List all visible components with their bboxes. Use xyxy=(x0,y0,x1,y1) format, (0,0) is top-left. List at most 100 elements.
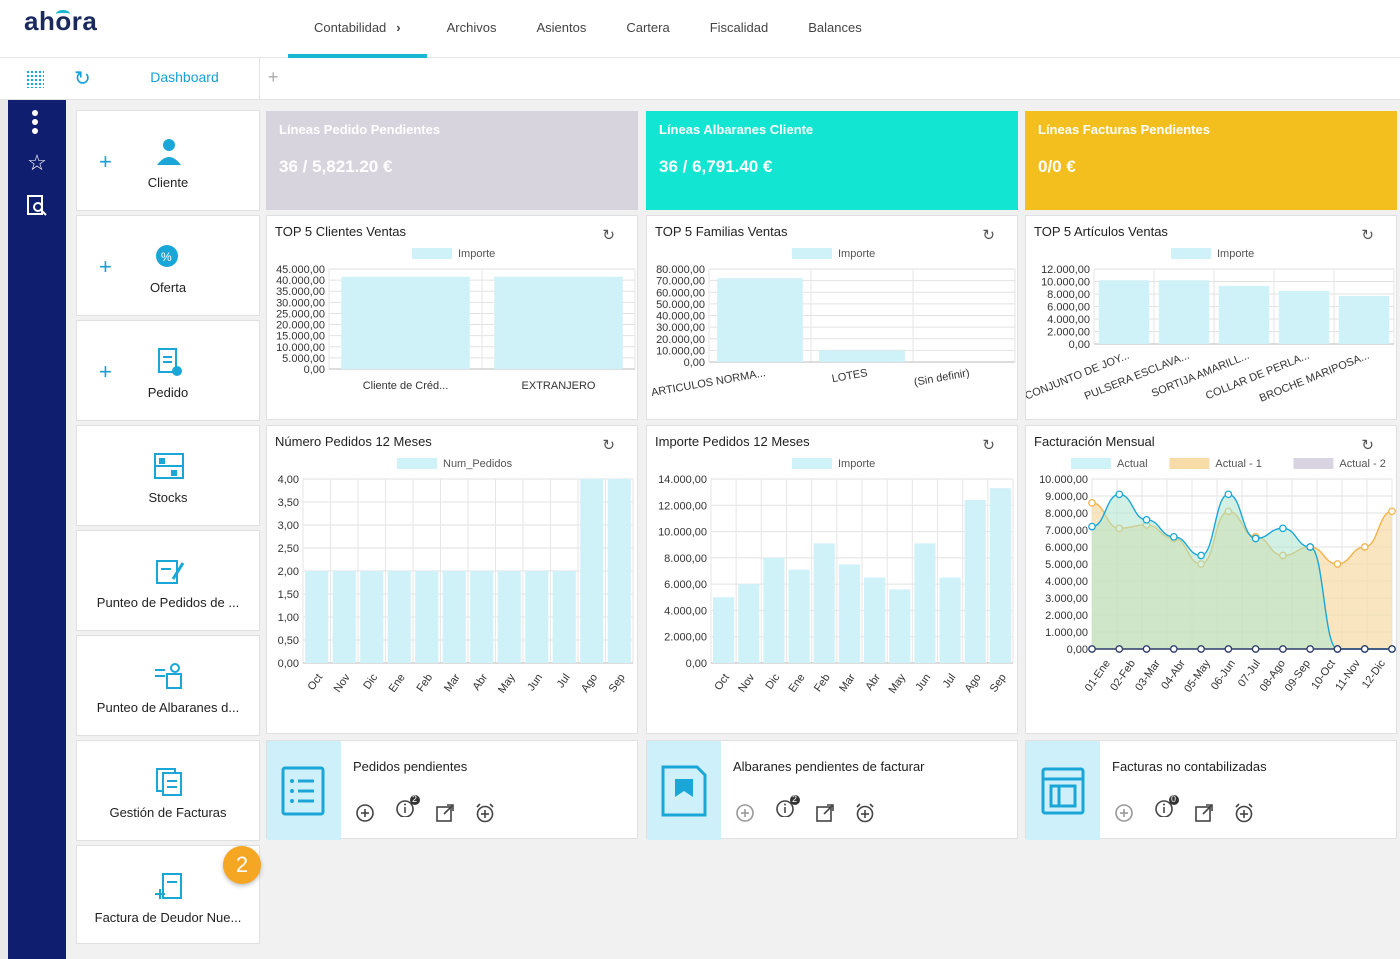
x-tick-label: Oct xyxy=(306,672,326,693)
y-tick-label: 3,50 xyxy=(278,497,299,509)
x-tick-label: 09-Sep xyxy=(1283,658,1313,694)
y-tick-label: 25.000,00 xyxy=(276,308,325,320)
nav-contabilidad[interactable]: Contabilidad › xyxy=(288,0,427,58)
add-icon[interactable]: + xyxy=(99,254,112,279)
bar xyxy=(494,276,623,369)
x-tick-label: (Sin definir) xyxy=(913,367,970,389)
y-tick-label: 45.000,00 xyxy=(276,264,325,276)
tab-dashboard[interactable]: Dashboard xyxy=(110,58,260,100)
y-tick-label: 60.000,00 xyxy=(656,287,705,299)
x-tick-label: LOTES xyxy=(831,367,869,385)
add-tab-button[interactable]: + xyxy=(268,67,279,87)
main-nav: Contabilidad › Archivos Asientos Cartera … xyxy=(288,0,882,58)
x-tick-label: Dic xyxy=(763,671,782,691)
add-circle-icon[interactable] xyxy=(735,803,755,823)
task-title: Pedidos pendientes xyxy=(353,759,468,774)
x-tick-label: 06-Jun xyxy=(1209,658,1238,692)
task-albaranes-pendientes[interactable]: Albaranes pendientes de facturar 2 xyxy=(646,740,1018,840)
add-icon[interactable]: + xyxy=(99,359,112,384)
tile-oferta[interactable]: + % Oferta xyxy=(76,215,260,316)
y-tick-label: 2.000,00 xyxy=(1047,327,1090,339)
kpi-lineas-facturas[interactable]: Líneas Facturas Pendientes 0/0 € xyxy=(1025,111,1397,210)
legend-swatch xyxy=(792,248,832,259)
tabs-bar: ↻ Dashboard + xyxy=(0,58,1400,100)
tile-punteo-pedidos[interactable]: Punteo de Pedidos de ... xyxy=(76,530,260,631)
nav-balances[interactable]: Balances xyxy=(808,20,862,35)
info-icon[interactable]: 2 xyxy=(775,794,800,823)
bar xyxy=(1338,295,1390,344)
more-menu-icon[interactable] xyxy=(32,110,38,137)
info-icon[interactable]: 0 xyxy=(1154,794,1179,823)
open-external-icon[interactable] xyxy=(435,803,455,823)
data-point xyxy=(1306,645,1315,653)
debtor-invoice-icon xyxy=(77,872,259,902)
refresh-icon[interactable]: ↻ xyxy=(602,437,615,454)
nav-asientos[interactable]: Asientos xyxy=(536,20,587,35)
refresh-icon[interactable]: ↻ xyxy=(982,437,995,454)
bar xyxy=(738,584,760,663)
ahora-logo[interactable]: ahora xyxy=(24,6,98,36)
y-tick-label: 8.000,00 xyxy=(1045,508,1088,520)
data-point xyxy=(1279,645,1287,653)
open-external-icon[interactable] xyxy=(815,803,835,823)
search-document-icon[interactable] xyxy=(8,194,66,224)
y-tick-label: 0,00 xyxy=(1067,644,1088,656)
tile-label: Punteo de Pedidos de ... xyxy=(96,595,240,610)
x-tick-label: Feb xyxy=(414,672,435,694)
y-tick-label: 10.000,00 xyxy=(276,342,325,354)
y-tick-label: 0,00 xyxy=(1069,339,1090,351)
kpi-lineas-pedido[interactable]: Líneas Pedido Pendientes 36 / 5,821.20 € xyxy=(266,111,638,210)
x-tick-label: 03-Mar xyxy=(1133,658,1163,694)
nav-archivos[interactable]: Archivos xyxy=(446,20,497,35)
data-point xyxy=(1333,645,1342,653)
tile-cliente[interactable]: + Cliente xyxy=(76,110,260,211)
x-tick-label: Jul xyxy=(941,672,959,690)
info-icon[interactable]: 2 xyxy=(395,794,420,823)
alarm-add-icon[interactable] xyxy=(475,803,495,823)
kpi-title: Líneas Pedido Pendientes xyxy=(279,122,441,137)
data-point xyxy=(1333,560,1342,568)
tile-pedido[interactable]: + Pedido xyxy=(76,320,260,421)
tile-label: Pedido xyxy=(147,385,189,400)
data-point xyxy=(1360,543,1369,551)
legend-label: Importe xyxy=(458,248,495,260)
chart-importe-pedidos: Importe 14.000,00 12.000,00 10.000,00 8.000,… xyxy=(646,425,1018,734)
add-circle-icon[interactable] xyxy=(1114,803,1134,823)
task-title: Albaranes pendientes de facturar xyxy=(733,759,925,774)
bar xyxy=(838,564,860,663)
legend-label: Actual xyxy=(1117,458,1148,470)
star-icon[interactable]: ☆ xyxy=(27,150,47,175)
kpi-value: 0/0 € xyxy=(1038,157,1076,176)
refresh-icon[interactable]: ↻ xyxy=(602,227,615,244)
tile-stocks[interactable]: Stocks xyxy=(76,425,260,526)
nav-fiscalidad[interactable]: Fiscalidad xyxy=(709,20,769,35)
legend-label: Actual - 1 xyxy=(1215,458,1261,470)
client-icon xyxy=(77,137,259,167)
kpi-lineas-albaranes[interactable]: Líneas Albaranes Cliente 36 / 6,791.40 € xyxy=(646,111,1018,210)
data-point xyxy=(1088,498,1096,507)
tile-gestion-facturas[interactable]: Gestión de Facturas xyxy=(76,740,260,841)
add-circle-icon[interactable] xyxy=(355,803,375,823)
data-point xyxy=(1169,645,1178,653)
alarm-add-icon[interactable] xyxy=(855,803,875,823)
tile-punteo-albaranes[interactable]: Punteo de Albaranes d... xyxy=(76,635,260,736)
y-tick-label: 10.000,00 xyxy=(658,527,707,539)
refresh-icon[interactable]: ↻ xyxy=(1361,227,1374,244)
x-tick-label: 11-Nov xyxy=(1333,657,1363,693)
y-tick-label: 8.000,00 xyxy=(1047,289,1090,301)
x-tick-label: Mar xyxy=(442,672,463,695)
refresh-icon[interactable]: ↻ xyxy=(982,227,995,244)
nav-cartera[interactable]: Cartera xyxy=(626,20,670,35)
task-facturas-no-contabilizadas[interactable]: Facturas no contabilizadas 0 xyxy=(1025,740,1397,840)
add-icon[interactable]: + xyxy=(99,149,112,174)
refresh-icon[interactable]: ↻ xyxy=(74,68,91,90)
apps-grid-icon[interactable] xyxy=(26,70,44,88)
open-external-icon[interactable] xyxy=(1194,803,1214,823)
data-point xyxy=(1224,645,1233,653)
alarm-add-icon[interactable] xyxy=(1234,803,1254,823)
order-icon xyxy=(77,347,259,377)
task-pedidos-pendientes[interactable]: Pedidos pendientes 2 xyxy=(266,740,638,840)
chart-svg: Importe 14.000,00 12.000,00 10.000,00 8.000,… xyxy=(658,458,1014,696)
refresh-icon[interactable]: ↻ xyxy=(1361,437,1374,454)
check-orders-icon xyxy=(77,557,259,587)
